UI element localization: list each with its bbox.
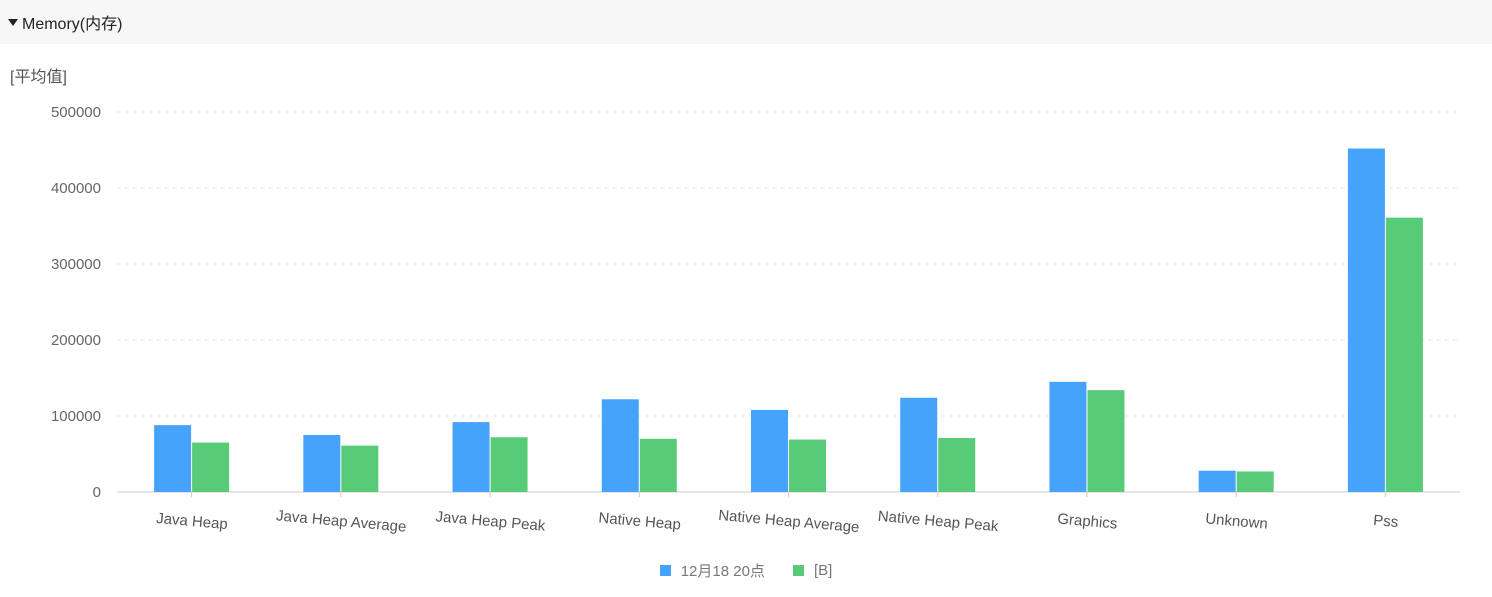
bar-series-a (154, 425, 192, 492)
bar-series-a (1347, 148, 1385, 493)
bar-series-b (789, 439, 826, 492)
chart-legend: 12月18 20点 [B] (0, 560, 1492, 581)
x-category-label: Graphics (1057, 510, 1118, 532)
bar-series-b (1385, 217, 1423, 492)
bar-series-b (639, 438, 677, 492)
bar-series-a (303, 435, 341, 492)
legend-label-series-b: [B] (813, 562, 833, 579)
bar-series-a (601, 399, 639, 492)
y-tick-label: 400000 (51, 180, 101, 197)
bar-series-b (341, 445, 379, 492)
legend-swatch-series-b (792, 565, 804, 576)
bar-series-a (751, 409, 788, 492)
y-tick-label: 200000 (51, 332, 101, 349)
x-category-label: Java Heap Average (275, 507, 407, 535)
section-title[interactable]: Memory(内存) (22, 16, 123, 33)
x-category-label: Unknown (1205, 510, 1269, 532)
caret-down-icon[interactable] (8, 18, 18, 26)
y-tick-label: 300000 (51, 256, 101, 273)
bar-series-a (1198, 470, 1236, 492)
section-header[interactable]: Memory(内存) (0, 0, 1492, 44)
y-tick-label: 500000 (51, 104, 101, 121)
y-tick-label: 100000 (51, 408, 101, 425)
x-category-label: Native Heap (598, 509, 682, 533)
bar-series-b (1087, 390, 1125, 492)
legend-item-series-a[interactable]: 12月18 20点 (659, 560, 765, 581)
x-category-label: Pss (1373, 512, 1399, 531)
bar-series-a (900, 397, 938, 492)
bar-series-b (1236, 471, 1274, 492)
bar-series-a (1049, 381, 1087, 492)
bar-series-a (452, 422, 490, 492)
bar-series-b (192, 442, 230, 492)
bar-series-b (490, 437, 528, 492)
bar-chart: 0 100000 200000 300000 400000 500000 Java Heap… (51, 104, 1460, 536)
legend-label-series-a: 12月18 20点 (680, 563, 765, 580)
bar-series-b (938, 438, 976, 492)
x-category-label: Native Heap Average (718, 507, 860, 536)
y-tick-label: 0 (93, 484, 101, 501)
x-category-label: Native Heap Peak (877, 508, 999, 536)
legend-swatch-series-a (659, 565, 671, 576)
x-category-label: Java Heap Peak (435, 508, 547, 535)
x-category-label: Java Heap (156, 510, 229, 533)
legend-item-series-b[interactable]: [B] (792, 560, 833, 581)
y-axis-unit-label: [平均值] (10, 69, 67, 86)
